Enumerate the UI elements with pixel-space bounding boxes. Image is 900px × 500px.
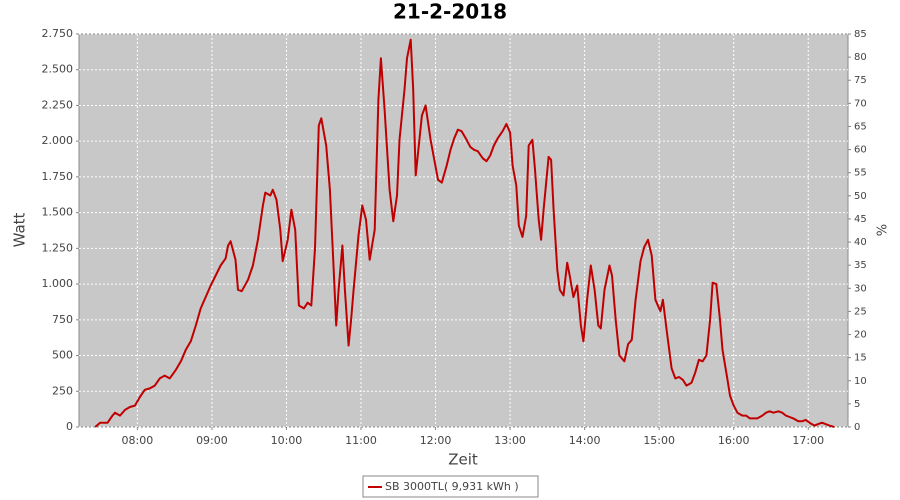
x-tick-label: 15:00 — [643, 434, 675, 447]
y-tick-label: 750 — [52, 313, 73, 326]
y-tick-label: 2.250 — [42, 98, 74, 111]
x-tick-label: 10:00 — [271, 434, 303, 447]
x-tick-label: 17:00 — [792, 434, 824, 447]
y2-tick-label: 15 — [854, 353, 867, 364]
data-line — [94, 38, 835, 428]
plot-area — [78, 33, 849, 428]
y2-tick-label: 70 — [854, 98, 867, 109]
y2-tick-label: 60 — [854, 145, 867, 156]
y2-tick-label: 25 — [854, 306, 867, 317]
x-tick-label: 12:00 — [420, 434, 452, 447]
y2-tick-label: 0 — [854, 422, 860, 433]
x-tick-label: 11:00 — [345, 434, 377, 447]
y2-tick-label: 30 — [854, 283, 867, 294]
y-tick-label: 2.000 — [42, 134, 74, 147]
y2-tick-label: 5 — [854, 399, 860, 410]
y-tick-label: 0 — [66, 420, 73, 433]
grid — [79, 33, 848, 428]
y-tick-label: 1.000 — [42, 277, 74, 290]
y2-tick-label: 85 — [854, 29, 867, 40]
y2-tick-label: 35 — [854, 260, 867, 271]
y2-tick-label: 10 — [854, 376, 867, 387]
y2-tick-label: 45 — [854, 214, 867, 225]
y-tick-label: 1.750 — [42, 170, 74, 183]
y2-tick-label: 80 — [854, 52, 867, 63]
y-tick-label: 2.500 — [42, 63, 74, 76]
y2-tick-label: 75 — [854, 75, 867, 86]
x-tick-label: 16:00 — [718, 434, 750, 447]
y-tick-label: 1.500 — [42, 206, 74, 219]
x-axis-label: Zeit — [448, 451, 478, 469]
y-tick-label: 250 — [52, 384, 73, 397]
y2-tick-label: 40 — [854, 237, 867, 248]
legend-label: SB 3000TL( 9,931 kWh ) — [385, 480, 519, 493]
y-tick-label: 2.750 — [42, 27, 74, 40]
y-axis-label: Watt — [11, 212, 29, 247]
y2-tick-label: 50 — [854, 191, 867, 202]
y2-tick-label: 20 — [854, 330, 867, 341]
x-tick-label: 08:00 — [122, 434, 154, 447]
x-tick-label: 14:00 — [569, 434, 601, 447]
legend — [362, 475, 539, 498]
y2-tick-label: 55 — [854, 168, 867, 179]
y-tick-label: 1.250 — [42, 241, 74, 254]
chart-title: 21-2-2018 — [393, 0, 507, 24]
marks — [94, 38, 835, 428]
y2-tick-label: 65 — [854, 121, 867, 132]
y-tick-label: 500 — [52, 349, 73, 362]
x-tick-label: 13:00 — [494, 434, 526, 447]
x-tick-label: 09:00 — [196, 434, 228, 447]
y2-axis-label: % — [876, 224, 891, 236]
